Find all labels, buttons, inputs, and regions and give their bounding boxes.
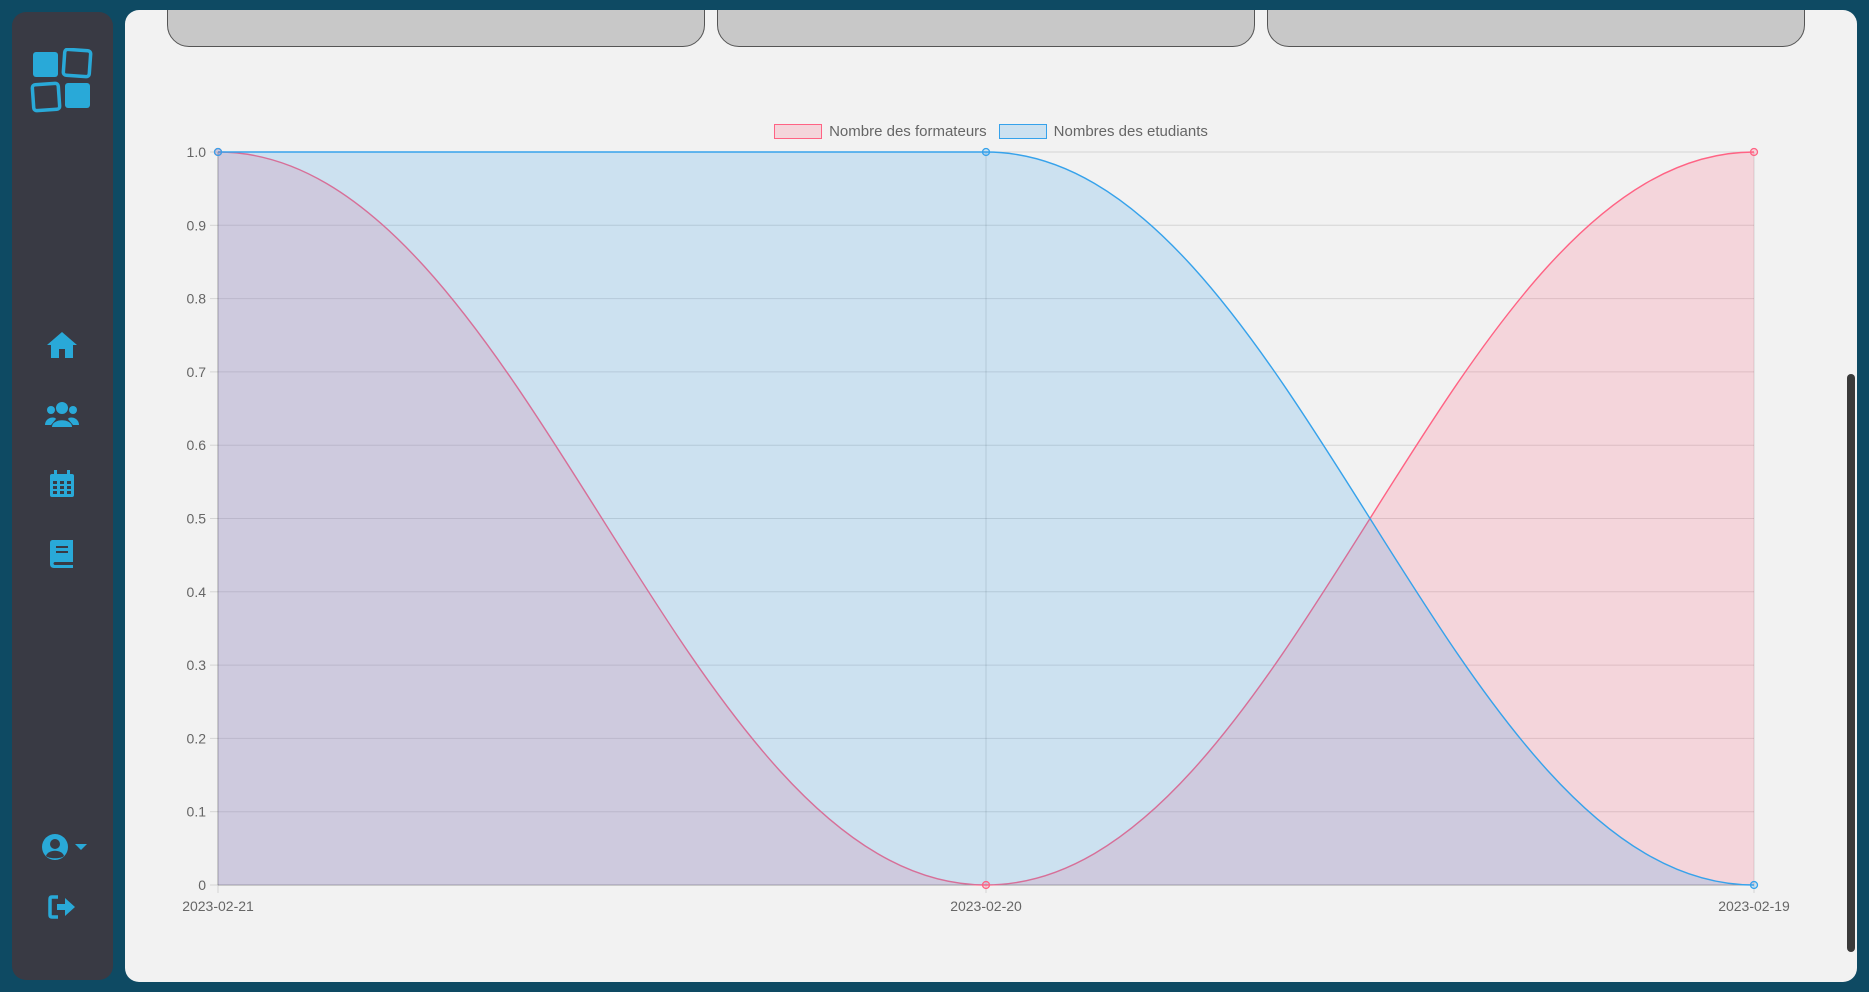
- nav-home[interactable]: [42, 325, 82, 365]
- calendar-icon: [49, 470, 75, 498]
- stat-card: [167, 10, 705, 47]
- y-tick-label: 0.2: [187, 730, 207, 746]
- y-tick-label: 0.9: [187, 217, 207, 233]
- users-icon: [45, 400, 79, 428]
- y-tick-label: 1.0: [187, 144, 207, 160]
- legend-label: Nombres des etudiants: [1053, 123, 1208, 140]
- caret-down-icon: [75, 843, 87, 851]
- home-icon: [46, 331, 78, 359]
- y-tick-label: 0.5: [187, 511, 207, 527]
- user-circle-icon: [41, 833, 69, 861]
- data-point: [981, 147, 991, 157]
- account-menu[interactable]: [36, 827, 92, 867]
- series-line: [217, 151, 1755, 886]
- stat-card: [717, 10, 1255, 47]
- nav-book[interactable]: [42, 534, 82, 574]
- app-logo-icon[interactable]: [30, 47, 94, 114]
- y-tick-label: 0.3: [187, 657, 207, 673]
- sign-out-icon: [48, 894, 76, 920]
- series-area: [218, 152, 1754, 885]
- legend-item-formateurs[interactable]: Nombre des formateurs: [774, 123, 987, 140]
- y-tick-label: 0.7: [187, 364, 207, 380]
- x-tick-label: 2023-02-21: [182, 898, 254, 914]
- legend-item-etudiants[interactable]: Nombres des etudiants: [998, 123, 1208, 140]
- sidebar: [12, 12, 113, 980]
- series-area: [218, 152, 1754, 885]
- scrollbar[interactable]: [1845, 10, 1857, 982]
- data-point: [1749, 880, 1759, 890]
- scrollbar-thumb[interactable]: [1847, 374, 1855, 952]
- y-tick-label: 0.4: [187, 584, 207, 600]
- data-point: [1749, 147, 1759, 157]
- series-line: [218, 151, 1755, 886]
- legend-swatch: [774, 124, 823, 139]
- logout-button[interactable]: [42, 887, 82, 927]
- main-panel: Nombre des formateurs Nombres des etudia…: [125, 10, 1857, 982]
- chart-legend: Nombre des formateurs Nombres des etudia…: [125, 123, 1857, 140]
- nav-calendar[interactable]: [42, 464, 82, 504]
- x-tick-label: 2023-02-20: [950, 898, 1022, 914]
- y-tick-label: 0.6: [187, 437, 207, 453]
- legend-label: Nombre des formateurs: [829, 123, 987, 140]
- data-point: [213, 147, 223, 157]
- x-tick-label: 2023-02-19: [1718, 898, 1790, 914]
- area-chart: 0 0.1 0.2 0.3 0.4 0.5 0.6 0.7 0.8 0.9 1.0 2023-02-2…: [182, 144, 1790, 914]
- stat-card: [1267, 10, 1805, 47]
- book-icon: [50, 540, 74, 568]
- nav-users[interactable]: [42, 394, 82, 434]
- legend-swatch: [998, 124, 1047, 139]
- y-tick-label: 0.1: [187, 804, 207, 820]
- y-tick-label: 0.8: [187, 291, 207, 307]
- y-tick-label: 0: [198, 877, 206, 893]
- data-point: [981, 880, 991, 890]
